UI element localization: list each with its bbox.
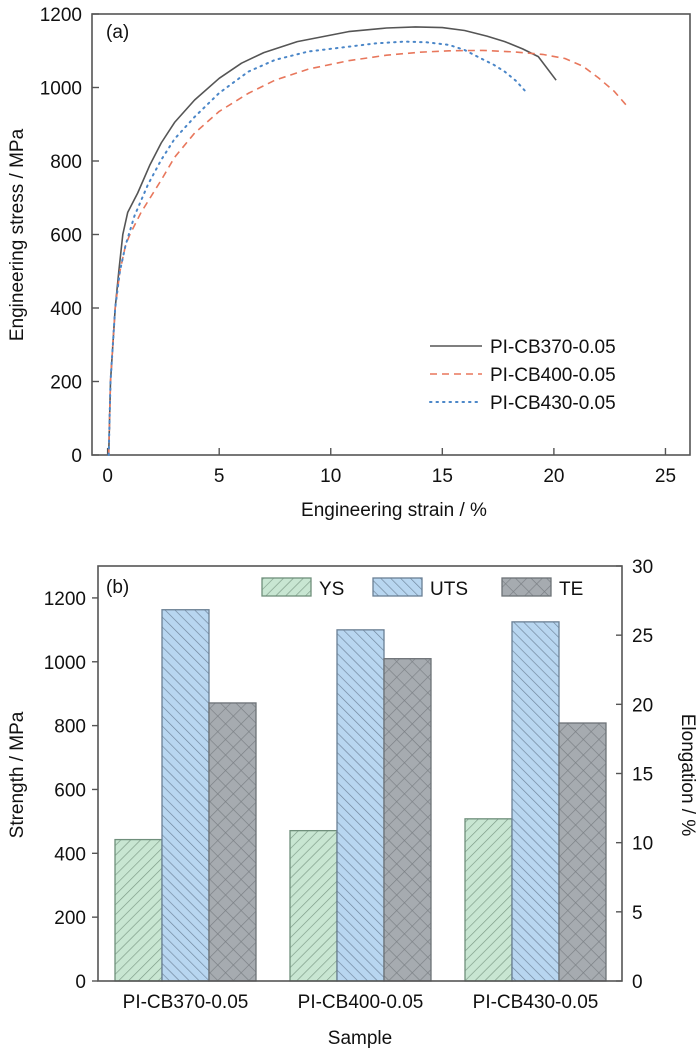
legend-swatch-b [372, 577, 423, 597]
bar-uts-2 [336, 629, 385, 982]
series-line-pi-cb430-0.05 [107, 40, 527, 456]
y-tick-label-b: 600 [54, 780, 86, 801]
y2-tick-label-b: 15 [632, 765, 653, 786]
y-tick-label-a: 600 [50, 226, 82, 247]
y-tick-label-b: 1000 [44, 653, 86, 674]
y-axis-a: 0 200 400 600 800 1000 1200 [40, 5, 99, 467]
x-tick-label-a: 5 [214, 466, 225, 487]
legend-label-a: PI-CB430-0.05 [490, 393, 616, 414]
legend-label-b: TE [559, 579, 583, 600]
legend-b: YS UTS TE [261, 577, 583, 600]
bar-ys-3 [464, 818, 513, 982]
y-tick-label-a: 1000 [40, 79, 82, 100]
x-axis-title-a: Engineering strain / % [301, 500, 487, 521]
legend-item-b: TE [501, 577, 583, 600]
y2-tick-label-b: 30 [632, 557, 653, 578]
x-axis-a: 0 5 10 15 20 25 [102, 448, 676, 487]
y-tick-label-a: 0 [71, 446, 82, 467]
series-lines [107, 26, 629, 456]
y-tick-label-b: 200 [54, 908, 86, 929]
x-category-label-b: PI-CB430-0.05 [473, 992, 599, 1013]
y-axis-left-b: 0 200 400 600 800 1000 1200 [44, 589, 98, 993]
bar-uts-3 [511, 621, 560, 982]
legend-label-a: PI-CB370-0.05 [490, 337, 616, 358]
bars [114, 609, 607, 982]
y2-tick-label-b: 20 [632, 695, 653, 716]
legend-swatch-b [501, 577, 552, 597]
y-axis-title-b: Strength / MPa [7, 711, 28, 838]
bar-ys-2 [289, 829, 338, 982]
y-tick-label-b: 400 [54, 844, 86, 865]
y-tick-label-a: 1200 [40, 5, 82, 26]
y-axis-title-a: Engineering stress / MPa [7, 128, 28, 341]
legend-item-a: PI-CB370-0.05 [430, 337, 616, 358]
y2-tick-label-b: 5 [632, 903, 643, 924]
panel-label-b: (b) [106, 577, 129, 598]
x-category-label-b: PI-CB400-0.05 [298, 992, 424, 1013]
y-tick-label-a: 400 [50, 299, 82, 320]
series-line-pi-cb370-0.05 [107, 26, 557, 456]
panel-label-a: (a) [106, 22, 129, 43]
legend-item-b: UTS [372, 577, 468, 600]
x-tick-label-a: 25 [655, 466, 676, 487]
legend-label-b: UTS [430, 579, 468, 600]
legend-label-a: PI-CB400-0.05 [490, 365, 616, 386]
x-tick-label-a: 20 [543, 466, 564, 487]
y-tick-label-b: 800 [54, 717, 86, 738]
legend-item-a: PI-CB430-0.05 [429, 393, 616, 414]
legend-item-b: YS [261, 577, 344, 600]
y2-axis-title-b: Elongation / % [677, 714, 698, 837]
legend-item-a: PI-CB400-0.05 [430, 365, 616, 386]
series-line-pi-cb400-0.05 [107, 49, 629, 456]
bar-ys-1 [114, 838, 163, 982]
y2-tick-label-b: 10 [632, 834, 653, 855]
x-tick-label-a: 10 [320, 466, 341, 487]
x-axis-b: PI-CB370-0.05 PI-CB400-0.05 PI-CB430-0.05 [123, 992, 599, 1013]
bar-te-3 [558, 722, 607, 982]
y-tick-label-b: 0 [75, 972, 86, 993]
legend-swatch-b [261, 577, 312, 597]
x-axis-title-b: Sample [328, 1028, 392, 1049]
bar-te-1 [208, 702, 257, 982]
y-axis-right-b: 0 5 10 15 20 25 30 [616, 557, 653, 993]
x-tick-label-a: 0 [102, 466, 113, 487]
x-tick-label-a: 15 [432, 466, 453, 487]
strength-elongation-chart: (b) 0 200 400 600 800 1000 1200 0 5 10 15 20 25 30 P… [7, 557, 698, 1049]
legend-a: PI-CB370-0.05 PI-CB400-0.05 PI-CB430-0.05 [429, 337, 616, 414]
y2-tick-label-b: 25 [632, 626, 653, 647]
x-category-label-b: PI-CB370-0.05 [123, 992, 249, 1013]
bar-te-2 [383, 658, 432, 982]
bar-uts-1 [161, 609, 210, 982]
legend-label-b: YS [319, 579, 344, 600]
plot-frame-a [91, 13, 691, 456]
y2-tick-label-b: 0 [632, 972, 643, 993]
y-tick-label-a: 200 [50, 373, 82, 394]
y-tick-label-a: 800 [50, 152, 82, 173]
y-tick-label-b: 1200 [44, 589, 86, 610]
stress-strain-chart: (a) 0 5 10 15 20 25 0 200 400 600 800 1000 1200 Eng… [7, 5, 691, 521]
